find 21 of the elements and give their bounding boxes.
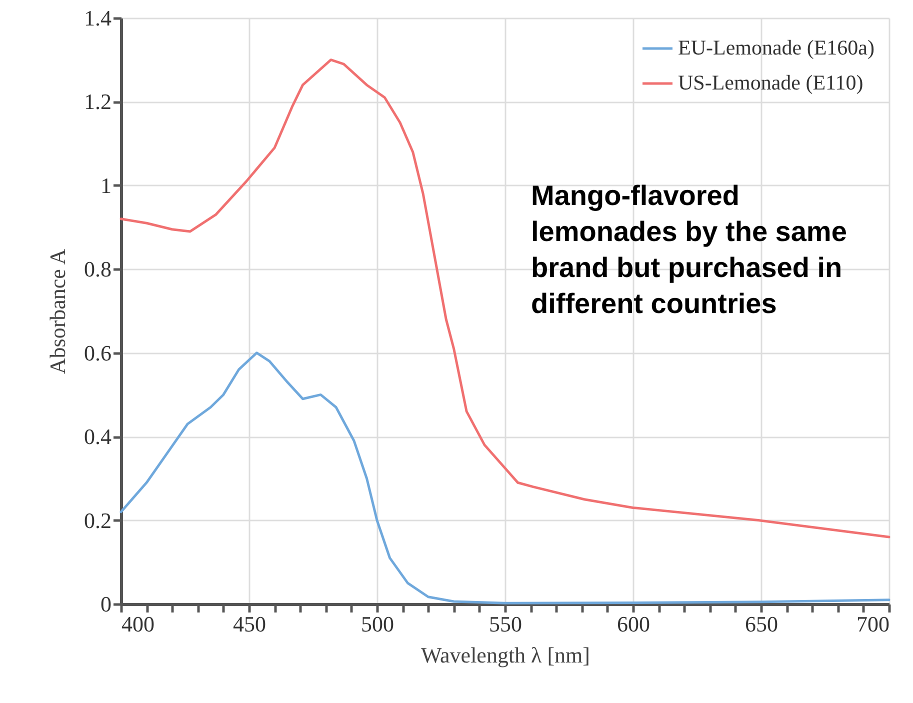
line-series [120, 58, 890, 538]
y-tick-label: 1 [100, 172, 112, 198]
y-tick-label: 0.6 [84, 340, 112, 366]
x-tick-label: 700 [856, 612, 890, 636]
x-tick-label: 500 [361, 612, 394, 636]
x-tick-label: 550 [489, 612, 522, 636]
y-axis-title: Absorbance A [45, 248, 70, 374]
annotation: Mango-flavored lemonades by the same brand but purchased in different countries [531, 180, 847, 319]
y-tick-label: 1.2 [84, 89, 112, 114]
x-tick-label: 650 [745, 612, 778, 636]
y-tick-label: 0.2 [84, 508, 112, 533]
y-tick-label: 0.8 [84, 256, 112, 282]
legend-label: EU-Lemonade (E160a) [678, 36, 874, 60]
x-axis-title: Wavelength λ [nm] [421, 642, 590, 668]
x-tick-label: 450 [233, 612, 266, 636]
legend-label: US-Lemonade (E110) [678, 70, 864, 94]
x-tick-label: 600 [617, 612, 650, 636]
x-tick-label: 400 [122, 612, 154, 636]
y-tick-label: 1.4 [84, 6, 112, 30]
y-tick-label: 0 [100, 592, 112, 616]
y-tick-label: 0.4 [84, 424, 112, 450]
